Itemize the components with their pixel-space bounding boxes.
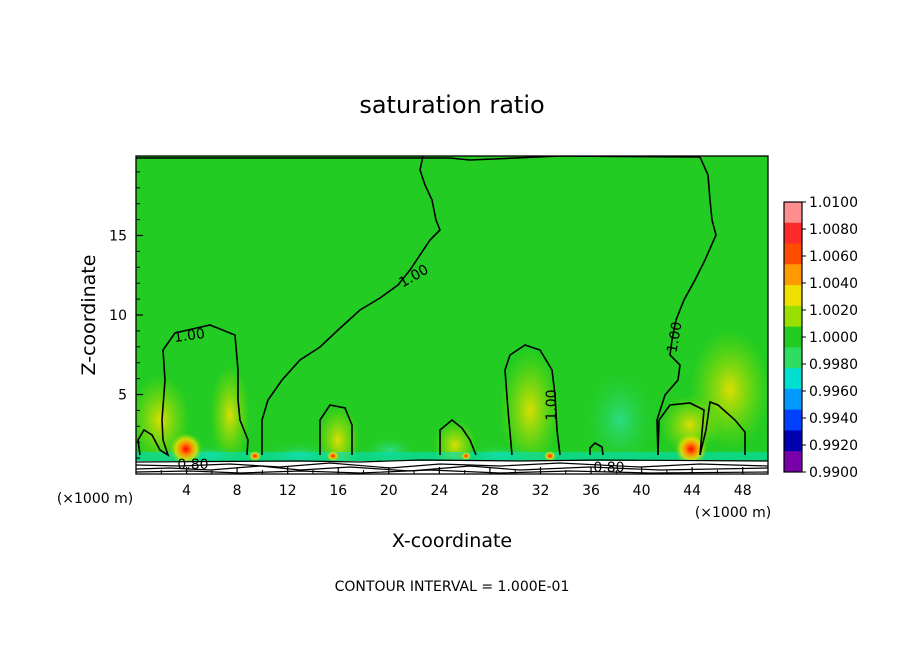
colorbar: 1.0100 1.0080 1.0060 1.0040 1.0020 1.0000 0.99… — [783, 195, 858, 481]
x-tick-label: 8 — [233, 483, 242, 499]
colorbar-label: 1.0020 — [809, 303, 858, 319]
colorbar-swatch — [784, 451, 802, 473]
contour-label: 0.80 — [177, 457, 208, 473]
colorbar-label: 0.9960 — [809, 384, 858, 400]
x-axis: 4 8 12 16 20 24 28 32 36 40 44 48 — [160, 467, 752, 499]
x-tick-label: 32 — [532, 483, 550, 499]
x-tick-label: 24 — [430, 483, 448, 499]
chart-title: saturation ratio — [359, 91, 544, 119]
x-tick-label: 40 — [633, 483, 651, 499]
x-tick-label: 4 — [182, 483, 191, 499]
colorbar-swatch — [784, 409, 802, 431]
contour-label: 1.00 — [173, 326, 206, 346]
colorbar-label: 1.0040 — [809, 276, 858, 292]
colorbar-swatch — [784, 243, 802, 265]
colorbar-label: 0.9900 — [809, 465, 858, 481]
colorbar-swatch — [784, 222, 802, 245]
x-tick-label: 16 — [329, 483, 347, 499]
colorbar-label: 1.0060 — [809, 249, 858, 265]
x-tick-label: 48 — [734, 483, 752, 499]
y-axis: 5 10 15 — [109, 171, 143, 459]
x-tick-label: 12 — [279, 483, 297, 499]
contour-label: 1.00 — [544, 389, 560, 420]
colorbar-swatch — [784, 368, 802, 390]
heatmap-field — [136, 156, 768, 474]
x-tick-label: 20 — [380, 483, 398, 499]
x-tick-label: 44 — [683, 483, 701, 499]
x-tick-label: 36 — [582, 483, 600, 499]
colorbar-label: 0.9980 — [809, 357, 858, 373]
colorbar-swatch — [784, 388, 802, 411]
colorbar-label: 0.9920 — [809, 438, 858, 454]
y-tick-label: 15 — [109, 229, 127, 245]
colorbar-label: 1.0000 — [809, 330, 858, 346]
x-axis-title: X-coordinate — [392, 530, 512, 552]
colorbar-swatch — [784, 347, 802, 369]
colorbar-label: 1.0080 — [809, 222, 858, 238]
colorbar-swatch — [784, 264, 802, 286]
contour-label: 1.00 — [664, 321, 685, 354]
x-tick-label: 28 — [481, 483, 499, 499]
y-tick-label: 10 — [109, 308, 127, 324]
colorbar-swatch — [784, 326, 802, 348]
colorbar-swatch — [784, 285, 802, 307]
colorbar-swatch — [784, 430, 802, 452]
x-unit-right: (×1000 m) — [695, 505, 771, 521]
colorbar-swatch — [784, 202, 802, 224]
contour-interval-note: CONTOUR INTERVAL = 1.000E-01 — [335, 579, 570, 595]
colorbar-swatch — [784, 305, 802, 328]
y-axis-title: Z-coordinate — [78, 255, 100, 376]
colorbar-label: 0.9940 — [809, 411, 858, 427]
x-unit-left: (×1000 m) — [57, 491, 133, 507]
y-tick-label: 5 — [118, 388, 127, 404]
colorbar-label: 1.0100 — [809, 195, 858, 211]
